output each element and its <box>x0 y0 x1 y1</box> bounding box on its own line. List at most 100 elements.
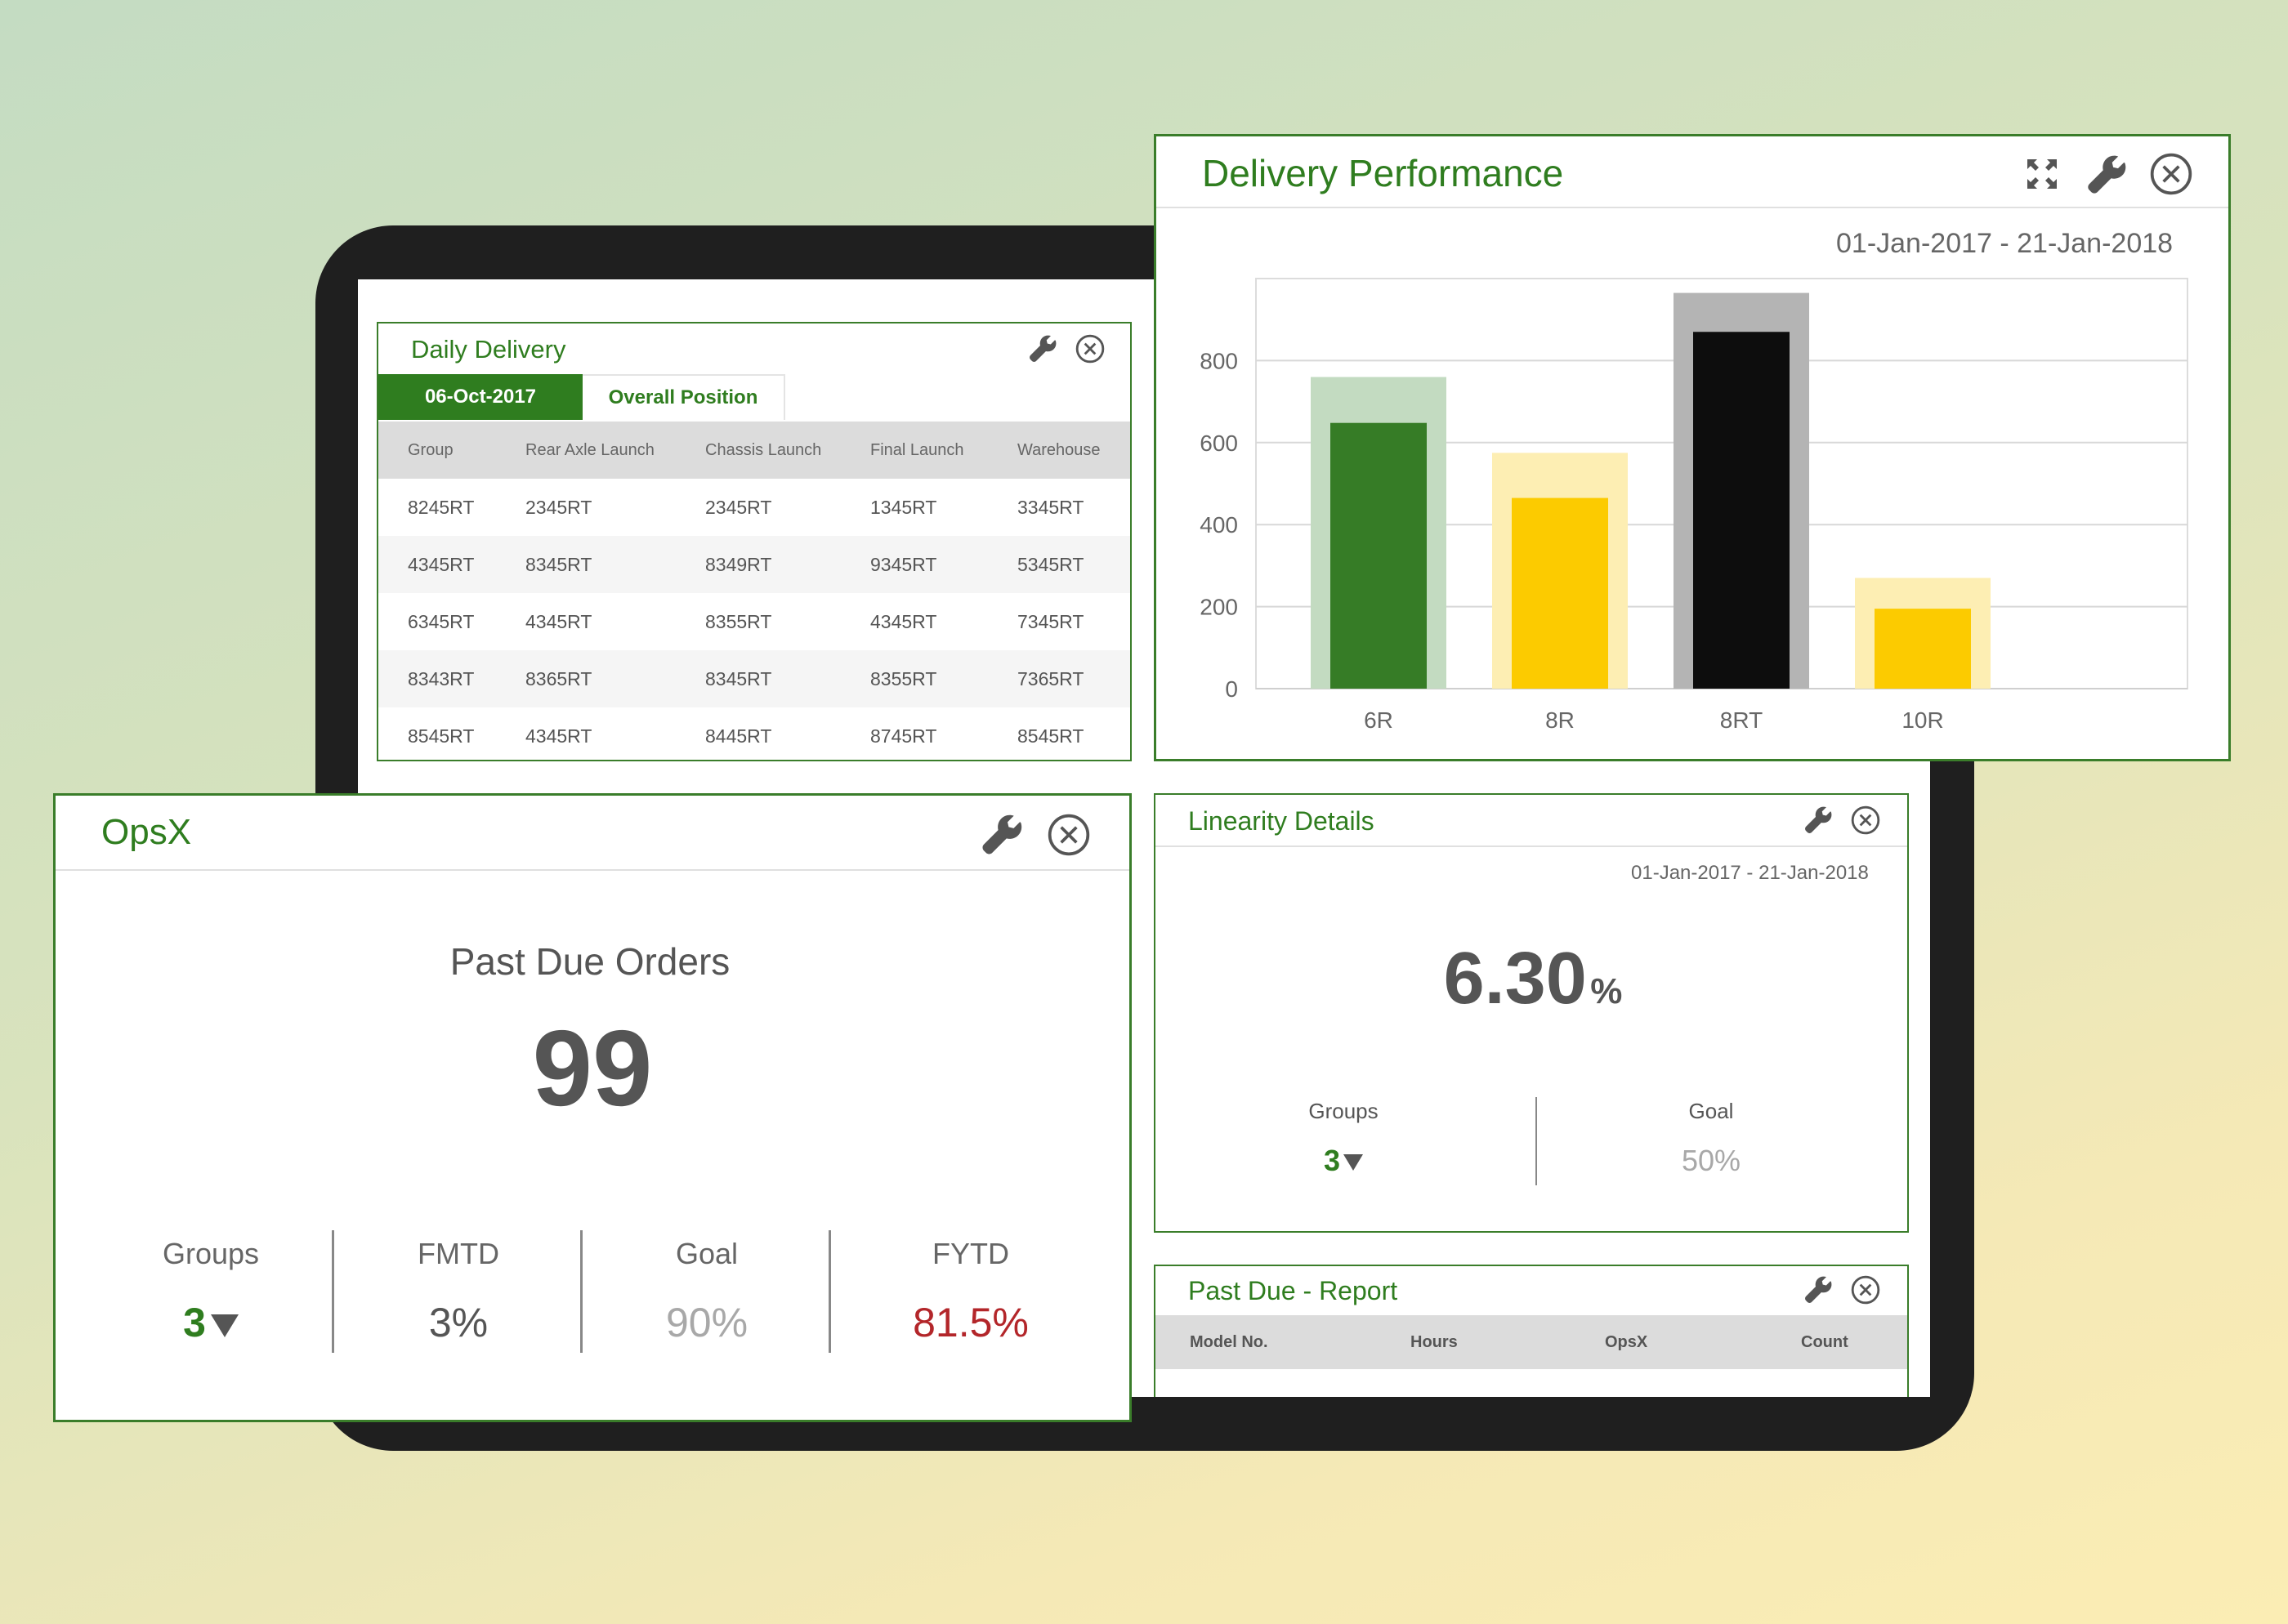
table-row[interactable]: 4345RT 8345RT 8349RT 9345RT 5345RT <box>378 536 1130 593</box>
wrench-icon[interactable] <box>1803 1274 1834 1305</box>
x-tick-label: 8R <box>1545 707 1575 733</box>
past-due-orders-value: 99 <box>532 1008 653 1128</box>
y-tick-label: 600 <box>1200 431 1238 456</box>
table-cell: 7345RT <box>1017 610 1084 632</box>
linearity-unit: % <box>1590 971 1623 1011</box>
table-cell: 2345RT <box>705 496 772 518</box>
bar-actual <box>1330 422 1427 689</box>
caret-down-icon[interactable] <box>1343 1154 1364 1171</box>
date-range: 01-Jan-2017 - 21-Jan-2018 <box>1631 862 1869 884</box>
x-tick-label: 10R <box>1901 707 1943 733</box>
table-row[interactable]: 8343RT 8365RT 8345RT 8355RT 7365RT <box>378 650 1130 707</box>
column-header-group[interactable]: Group <box>408 440 454 459</box>
stat-fmtd: FMTD 3% <box>335 1237 582 1346</box>
stat-label: Goal <box>1688 1099 1734 1123</box>
past-due-report-panel: Past Due - Report Model No. Hours OpsX C… <box>1154 1265 1909 1397</box>
close-circle-icon[interactable] <box>1075 333 1106 364</box>
linearity-details-title: Linearity Details <box>1188 806 1374 836</box>
table-cell: 8545RT <box>408 725 475 747</box>
stat-groups[interactable]: Groups 3 <box>1221 1099 1466 1178</box>
column-header-final-launch[interactable]: Final Launch <box>870 440 964 459</box>
table-cell: 8345RT <box>705 667 772 689</box>
title-separator <box>56 869 1129 871</box>
x-tick-label: 6R <box>1364 707 1393 733</box>
stat-divider <box>580 1230 583 1353</box>
delivery-performance-chart: 0 200 400 600 800 6R 8R 8RT 10R <box>1200 278 2188 733</box>
column-header-model-no[interactable]: Model No. <box>1190 1332 1268 1351</box>
table-cell: 8343RT <box>408 667 475 689</box>
column-header-count[interactable]: Count <box>1801 1332 1848 1351</box>
stat-divider <box>332 1230 334 1353</box>
table-cell: 4345RT <box>525 725 592 747</box>
daily-delivery-title: Daily Delivery <box>411 335 566 364</box>
bar-actual <box>1693 332 1790 689</box>
opsx-panel: OpsX Past Due Orders 99 Groups 3 FMTD 3%… <box>53 793 1132 1422</box>
table-cell: 3345RT <box>1017 496 1084 518</box>
table-cell: 8345RT <box>525 553 592 575</box>
wrench-icon[interactable] <box>1027 333 1058 364</box>
linearity-value-block: 6.30 % <box>1155 937 1907 1021</box>
stat-value: 81.5% <box>913 1300 1029 1345</box>
close-circle-icon[interactable] <box>1850 805 1881 836</box>
stat-label: FMTD <box>418 1237 499 1270</box>
stat-goal: Goal 50% <box>1589 1099 1834 1178</box>
table-cell: 8349RT <box>705 553 772 575</box>
y-tick-label: 400 <box>1200 512 1238 538</box>
table-cell: 8745RT <box>870 725 937 747</box>
column-header-hours[interactable]: Hours <box>1410 1332 1458 1351</box>
daily-delivery-table: Group Rear Axle Launch Chassis Launch Fi… <box>378 422 1130 760</box>
stat-label: FYTD <box>932 1237 1009 1270</box>
expand-icon[interactable] <box>2022 154 2062 194</box>
stat-label: Goal <box>675 1237 739 1270</box>
daily-delivery-panel: Daily Delivery 06-Oct-2017 Overall Posit… <box>377 322 1132 761</box>
stat-value: 50% <box>1681 1144 1741 1177</box>
column-header-chassis-launch[interactable]: Chassis Launch <box>705 440 822 459</box>
table-cell: 6345RT <box>408 610 475 632</box>
past-due-orders-label: Past Due Orders <box>449 940 731 983</box>
wrench-icon[interactable] <box>979 812 1025 858</box>
past-due-report-title: Past Due - Report <box>1188 1276 1398 1305</box>
table-row[interactable]: 8245RT 2345RT 2345RT 1345RT 3345RT <box>378 479 1130 536</box>
wrench-icon[interactable] <box>1803 805 1834 836</box>
table-cell: 8355RT <box>705 610 772 632</box>
tab-06-oct-2017[interactable]: 06-Oct-2017 <box>378 374 583 420</box>
table-row[interactable]: 6345RT 4345RT 8355RT 4345RT 7345RT <box>378 593 1130 650</box>
caret-down-icon[interactable] <box>210 1314 239 1337</box>
table-cell: 1345RT <box>870 496 937 518</box>
stat-value: 3 <box>1323 1144 1341 1177</box>
table-header: Model No. Hours OpsX Count <box>1155 1315 1907 1369</box>
y-tick-label: 800 <box>1200 348 1238 373</box>
delivery-performance-panel: Delivery Performance 01-Jan-2017 - 21-Ja… <box>1154 134 2231 761</box>
table-cell: 4345RT <box>525 610 592 632</box>
y-tick-label: 200 <box>1200 595 1238 620</box>
stat-goal: Goal 90% <box>583 1237 830 1346</box>
stat-divider <box>829 1230 831 1353</box>
table-row[interactable]: 8545RT 4345RT 8445RT 8745RT 8545RT <box>378 707 1130 760</box>
wrench-icon[interactable] <box>2085 153 2129 197</box>
close-circle-icon[interactable] <box>2148 151 2194 197</box>
stat-fytd: FYTD 81.5% <box>832 1237 1110 1346</box>
table-cell: 8545RT <box>1017 725 1084 747</box>
column-header-rear-axle-launch[interactable]: Rear Axle Launch <box>525 440 655 459</box>
table-cell: 7365RT <box>1017 667 1084 689</box>
table-cell: 9345RT <box>870 553 937 575</box>
linearity-details-panel: Linearity Details 01-Jan-2017 - 21-Jan-2… <box>1154 793 1909 1233</box>
table-cell: 5345RT <box>1017 553 1084 575</box>
close-circle-icon[interactable] <box>1850 1274 1881 1305</box>
table-cell: 4345RT <box>408 553 475 575</box>
tab-overall-position[interactable]: Overall Position <box>583 374 785 420</box>
title-separator <box>1156 207 2228 208</box>
column-header-opsx[interactable]: OpsX <box>1605 1332 1648 1351</box>
table-cell: 8445RT <box>705 725 772 747</box>
y-tick-label: 0 <box>1225 676 1238 702</box>
stat-groups[interactable]: Groups 3 <box>88 1237 333 1346</box>
close-circle-icon[interactable] <box>1046 812 1092 858</box>
table-cell: 2345RT <box>525 496 592 518</box>
table-cell: 8355RT <box>870 667 937 689</box>
delivery-performance-title: Delivery Performance <box>1202 152 1564 194</box>
opsx-title: OpsX <box>101 812 192 852</box>
stat-value: 90% <box>665 1300 749 1345</box>
table-cell: 4345RT <box>870 610 937 632</box>
column-header-warehouse[interactable]: Warehouse <box>1017 440 1101 459</box>
x-tick-label: 8RT <box>1720 707 1763 733</box>
